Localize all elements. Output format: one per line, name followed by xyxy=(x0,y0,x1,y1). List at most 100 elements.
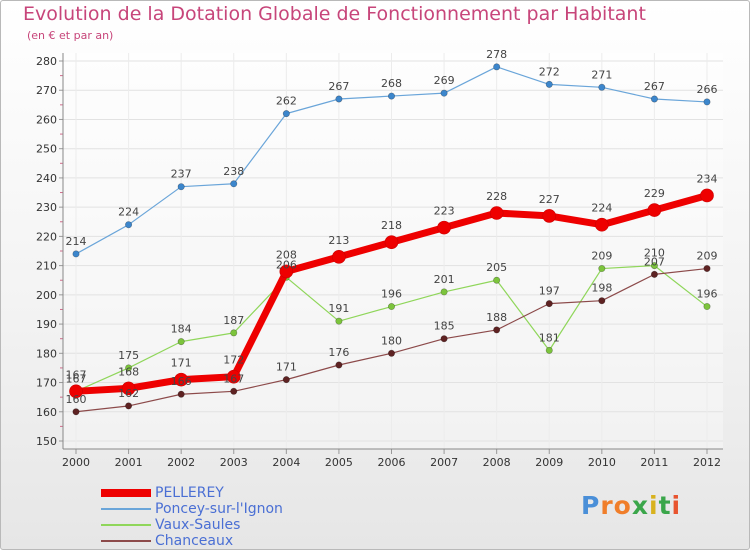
data-label: 223 xyxy=(434,205,455,218)
data-label: 197 xyxy=(539,285,560,298)
data-label: 268 xyxy=(381,77,402,90)
data-label: 218 xyxy=(381,219,402,232)
data-point xyxy=(72,250,80,258)
data-label: 210 xyxy=(644,247,665,260)
data-point xyxy=(226,369,241,384)
data-point xyxy=(332,250,346,264)
data-label: 160 xyxy=(66,393,87,406)
data-label: 180 xyxy=(381,334,402,347)
data-point xyxy=(440,335,448,343)
data-point xyxy=(384,235,399,250)
data-label: 209 xyxy=(697,250,718,263)
data-label: 171 xyxy=(276,361,297,374)
x-tick-label: 2007 xyxy=(430,456,458,469)
data-label: 181 xyxy=(539,331,560,344)
data-label: 214 xyxy=(66,235,87,248)
chart-title: Evolution de la Dotation Globale de Fonc… xyxy=(23,3,646,25)
data-label: 176 xyxy=(328,346,349,359)
data-point xyxy=(174,372,188,387)
data-label: 271 xyxy=(591,68,612,81)
data-label: 272 xyxy=(539,65,560,78)
data-label: 208 xyxy=(276,248,297,261)
y-tick-label: 220 xyxy=(36,230,57,243)
y-tick-label: 280 xyxy=(36,55,57,68)
data-point xyxy=(598,83,606,91)
data-point xyxy=(72,408,80,416)
data-label: 224 xyxy=(118,206,139,219)
data-label: 229 xyxy=(644,187,665,200)
data-label: 228 xyxy=(486,190,507,203)
data-point xyxy=(703,265,711,273)
logo-letter: r xyxy=(600,491,614,520)
y-tick-label: 240 xyxy=(36,172,57,185)
logo-letter: t xyxy=(658,491,672,520)
data-point xyxy=(545,346,553,354)
data-label: 168 xyxy=(118,365,139,378)
x-tick-label: 2003 xyxy=(220,456,248,469)
y-tick-label: 200 xyxy=(36,289,57,302)
legend-label: PELLEREY xyxy=(155,485,224,501)
data-label: 278 xyxy=(486,48,507,61)
legend-item: PELLEREY xyxy=(101,485,361,501)
data-point xyxy=(335,317,343,325)
data-point xyxy=(598,297,606,305)
y-tick-label: 250 xyxy=(36,143,57,156)
data-label: 207 xyxy=(644,255,665,268)
data-point xyxy=(703,98,711,106)
legend-label: Poncey-sur-l'Ignon xyxy=(155,501,283,517)
data-label: 238 xyxy=(223,165,244,178)
data-point xyxy=(230,387,238,395)
x-tick-label: 2006 xyxy=(378,456,406,469)
data-label: 198 xyxy=(591,282,612,295)
data-label: 206 xyxy=(276,258,297,271)
legend-label: Vaux-Saules xyxy=(155,517,241,533)
legend-swatch xyxy=(101,540,151,542)
data-point xyxy=(595,217,609,232)
data-point xyxy=(493,326,501,334)
data-label: 213 xyxy=(328,234,349,247)
x-tick-label: 2012 xyxy=(693,456,721,469)
data-point xyxy=(177,183,185,191)
data-point xyxy=(279,264,294,279)
data-label: 266 xyxy=(697,83,718,96)
y-tick-label: 230 xyxy=(36,201,57,214)
data-label: 196 xyxy=(381,288,402,301)
data-point xyxy=(387,92,395,100)
data-point xyxy=(282,110,290,118)
data-label: 234 xyxy=(697,172,718,185)
data-point xyxy=(598,265,606,273)
data-point xyxy=(542,209,557,223)
x-tick-label: 2000 xyxy=(62,456,90,469)
data-label: 267 xyxy=(328,80,349,93)
data-point xyxy=(493,63,501,71)
data-point xyxy=(700,188,714,203)
data-label: 185 xyxy=(434,320,455,333)
data-point xyxy=(387,349,395,357)
data-point xyxy=(125,402,133,410)
data-point xyxy=(545,80,553,88)
data-label: 175 xyxy=(118,349,139,362)
data-label: 267 xyxy=(644,80,665,93)
data-point xyxy=(282,376,290,384)
data-label: 171 xyxy=(171,357,192,370)
data-point xyxy=(387,303,395,311)
legend-item: Poncey-sur-l'Ignon xyxy=(101,501,361,517)
y-tick-label: 180 xyxy=(36,347,57,360)
data-label: 209 xyxy=(591,250,612,263)
data-label: 187 xyxy=(223,314,244,327)
y-tick-label: 260 xyxy=(36,113,57,126)
data-label: 201 xyxy=(434,273,455,286)
data-label: 196 xyxy=(697,288,718,301)
data-point xyxy=(335,361,343,369)
legend-swatch xyxy=(101,508,151,510)
data-label: 188 xyxy=(486,311,507,324)
data-label: 237 xyxy=(171,168,192,181)
legend-swatch xyxy=(101,489,151,497)
data-label: 227 xyxy=(539,193,560,206)
x-tick-label: 2005 xyxy=(325,456,353,469)
data-label: 184 xyxy=(171,323,192,336)
data-point xyxy=(440,89,448,97)
data-label: 166 xyxy=(171,375,192,388)
data-point xyxy=(177,338,185,346)
